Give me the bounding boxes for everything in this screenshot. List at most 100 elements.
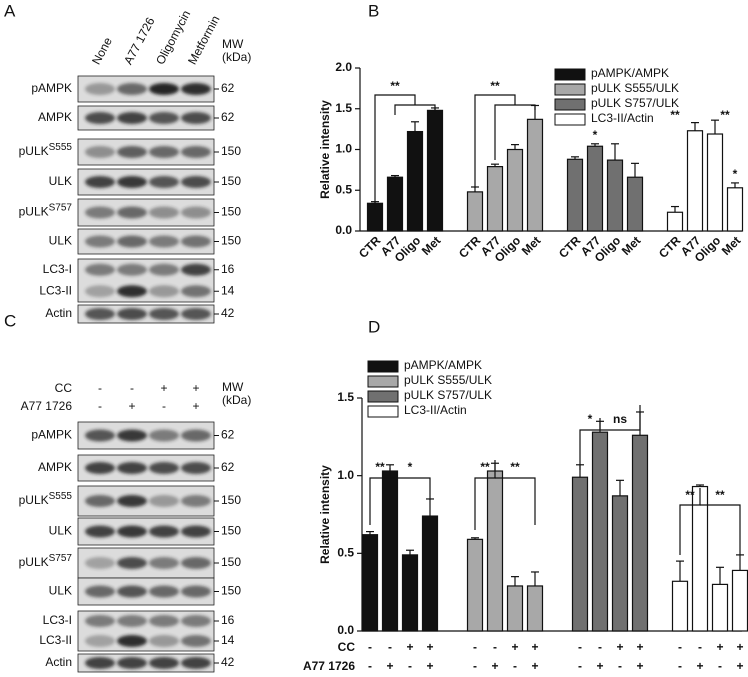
blot-band	[181, 585, 211, 598]
blot-band	[149, 112, 179, 124]
blot-band	[181, 112, 211, 124]
row-label: LC3-I	[43, 613, 72, 627]
x-tick-label: -	[578, 640, 582, 654]
x-tick-label: +	[716, 640, 723, 654]
blot-band	[85, 112, 115, 124]
mw-value: 150	[221, 174, 241, 188]
x-tick-label: -	[368, 659, 372, 673]
row-label-text: pULK	[19, 555, 49, 569]
significance-label: **	[490, 79, 500, 93]
bar	[691, 485, 709, 632]
significance-label: *	[408, 460, 413, 474]
blot-band	[85, 615, 115, 627]
blot-band	[149, 308, 179, 320]
x-tick-label: +	[386, 659, 393, 673]
blot-band	[85, 83, 115, 95]
legend-swatch	[367, 405, 399, 418]
mw-value: 16	[221, 262, 235, 276]
significance-label: *	[593, 128, 598, 142]
blot-band	[181, 146, 211, 158]
blot-band	[149, 285, 179, 298]
x-tick-label: +	[531, 640, 538, 654]
legend-label: pULK S757/ULK	[404, 388, 492, 402]
mw-title: (kDa)	[222, 50, 251, 64]
row-label-text: pAMPK	[31, 428, 72, 442]
bar	[466, 191, 484, 232]
row-label: ULK	[49, 524, 72, 538]
blot-band	[117, 146, 147, 158]
row-label-sup: S555	[49, 142, 73, 153]
legend-label: LC3-II/Actin	[591, 111, 654, 125]
row-label-sup: S757	[49, 202, 73, 213]
row-label-text: LC3-I	[43, 262, 72, 276]
x-tick-label: +	[426, 640, 433, 654]
blot-band	[149, 206, 179, 219]
blot-band	[117, 112, 147, 124]
bar	[726, 187, 744, 232]
bar	[571, 476, 589, 632]
row-label: LC3-II	[39, 633, 72, 647]
bar	[586, 145, 604, 232]
blot-band	[181, 206, 211, 219]
mw-value: 14	[221, 283, 235, 297]
x-tick-label: +	[406, 640, 413, 654]
x-tick-label: -	[698, 640, 702, 654]
significance-label: **	[720, 108, 730, 122]
y-tick-label: 1.5	[337, 390, 354, 404]
blot-band	[181, 176, 211, 188]
row-label-text: pULK	[19, 205, 49, 219]
x-row-label: CC	[338, 640, 356, 654]
mw-value: 42	[221, 306, 235, 320]
mw-value: 62	[221, 81, 235, 95]
blot-band	[181, 285, 211, 298]
significance-bracket	[474, 94, 516, 188]
significance-label: **	[685, 488, 695, 502]
legend-label: pULK S555/ULK	[591, 81, 679, 95]
x-tick-label: Met	[519, 233, 544, 258]
condition-sign: -	[130, 381, 134, 395]
mw-value: 16	[221, 613, 235, 627]
bar	[706, 133, 724, 232]
x-tick-label: -	[678, 640, 682, 654]
legend-swatch	[554, 98, 586, 111]
blot-band	[85, 206, 115, 219]
x-row-label: A77 1726	[303, 659, 355, 673]
significance-label: *	[733, 167, 738, 181]
x-tick-label: +	[696, 659, 703, 673]
x-tick-label: +	[736, 659, 743, 673]
blot-band	[117, 615, 147, 627]
x-tick-label: -	[618, 659, 622, 673]
row-label-text: AMPK	[38, 460, 72, 474]
blot-band	[181, 429, 211, 442]
bar	[401, 554, 419, 632]
blot-band	[117, 462, 147, 474]
row-label: pULKS757	[19, 202, 73, 219]
lane-label: None	[89, 35, 115, 67]
legend-label: pULK S757/ULK	[591, 96, 679, 110]
y-tick-label: 1.0	[337, 468, 354, 482]
row-label: LC3-II	[39, 283, 72, 297]
condition-label: CC	[55, 381, 73, 395]
blot-band	[181, 83, 211, 95]
x-tick-label: -	[368, 640, 372, 654]
row-label-text: pAMPK	[31, 81, 72, 95]
row-label-text: LC3-II	[39, 633, 72, 647]
bar	[466, 538, 484, 632]
blot-band	[181, 635, 211, 647]
x-tick-label: -	[408, 659, 412, 673]
row-label-sup: S757	[49, 553, 73, 564]
blot-band	[85, 285, 115, 298]
blot-band	[85, 635, 115, 647]
blot-band	[181, 557, 211, 569]
legend-label: pAMPK/AMPK	[591, 66, 669, 80]
mw-title: (kDa)	[222, 393, 251, 407]
significance-label: **	[715, 488, 725, 502]
row-label: pULKS757	[19, 553, 73, 570]
blot-band	[149, 176, 179, 188]
mw-value: 150	[221, 205, 241, 219]
row-label-sup: S555	[49, 491, 73, 502]
row-label: ULK	[49, 234, 72, 248]
blot-band	[117, 308, 147, 320]
mw-value: 150	[221, 234, 241, 248]
blot-band	[85, 525, 115, 538]
